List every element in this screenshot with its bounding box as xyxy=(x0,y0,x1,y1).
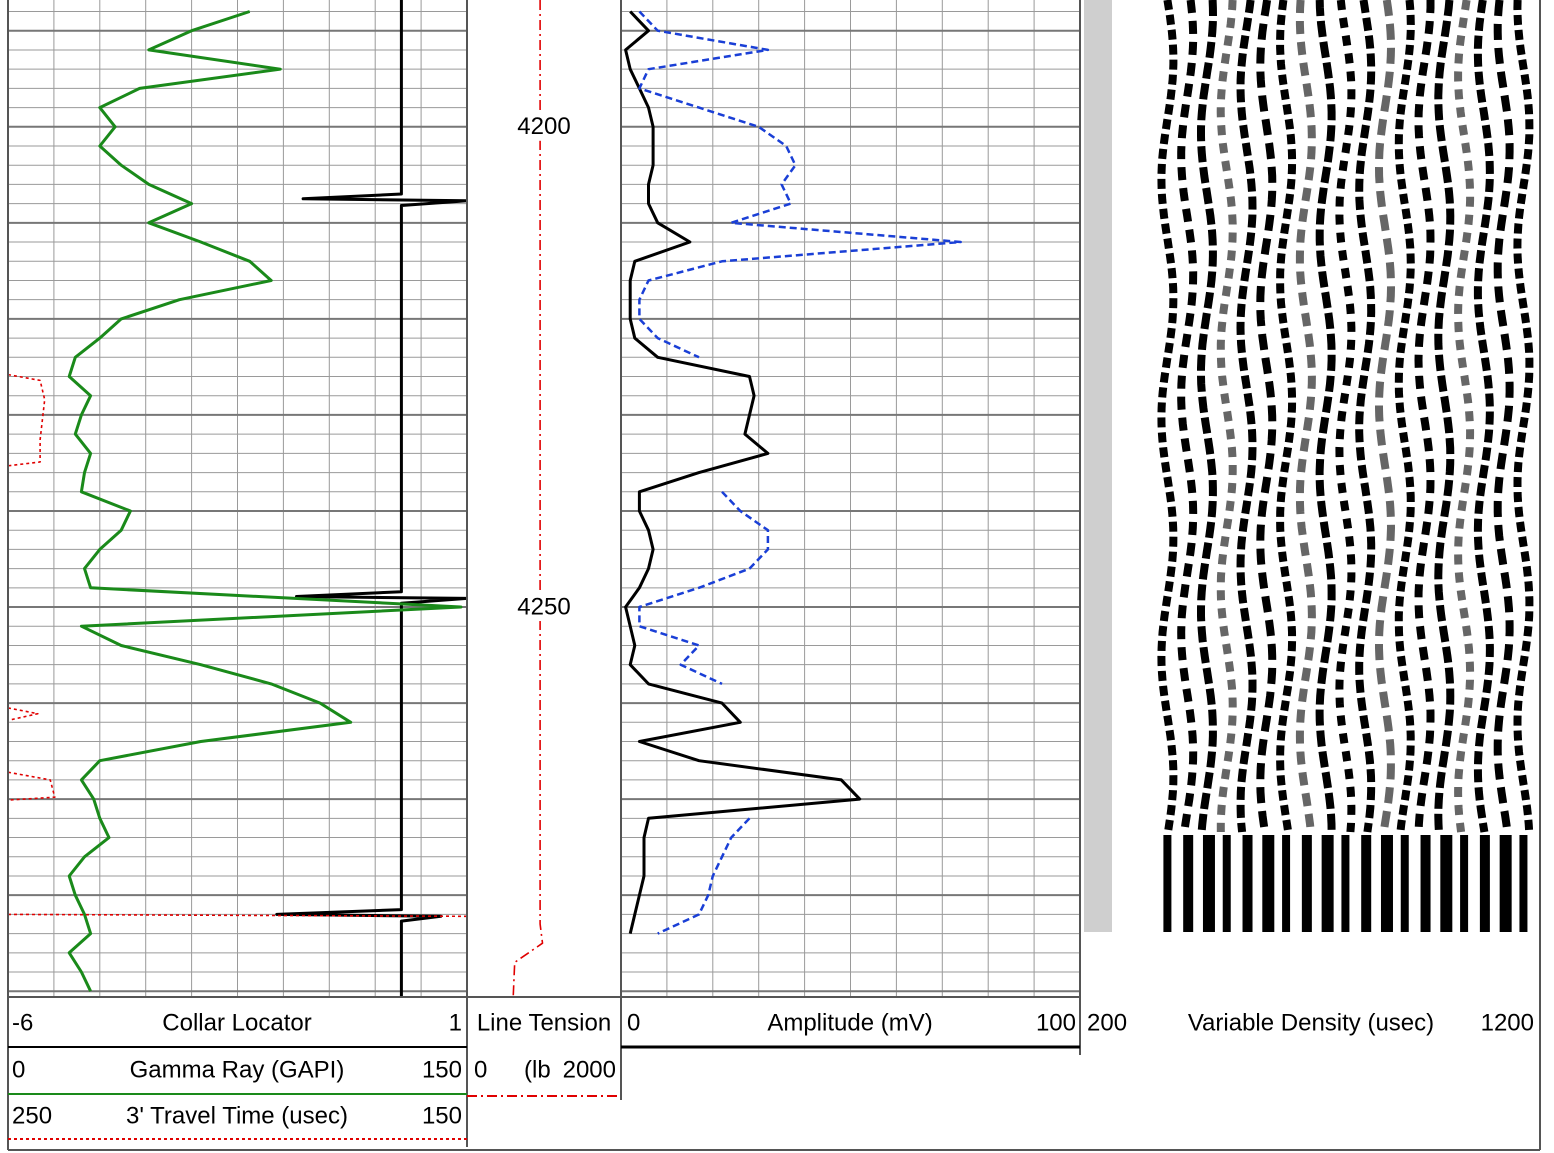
vdl-stripe xyxy=(1414,0,1435,833)
scale-max: 2000 xyxy=(563,1056,616,1083)
vdl-stripe xyxy=(1513,0,1534,833)
depth-label: 4200 xyxy=(517,113,570,140)
vdl-stripe xyxy=(1374,0,1396,833)
log-curve xyxy=(624,10,862,934)
vdl-bar xyxy=(1183,835,1194,932)
vdl-stripe xyxy=(1493,0,1514,833)
vdl-stripe xyxy=(1197,0,1218,833)
vdl-bar xyxy=(1282,835,1291,932)
variable-density-image xyxy=(1084,0,1534,932)
scale-min: 200 xyxy=(1087,1009,1127,1036)
curve-name: Collar Locator xyxy=(162,1009,311,1036)
vdl-bar xyxy=(1380,835,1393,932)
vdl-stripe xyxy=(1295,0,1316,833)
vdl-bar xyxy=(1222,835,1231,932)
curves xyxy=(8,0,962,998)
vdl-stripe xyxy=(1335,0,1356,833)
scale-max: 150 xyxy=(422,1056,462,1083)
depth-label-bg xyxy=(513,112,575,141)
scale-max: 150 xyxy=(422,1102,462,1129)
vdl-stripe xyxy=(1256,0,1277,833)
unit: (lb xyxy=(524,1056,551,1083)
vdl-stripe xyxy=(1355,0,1376,833)
vdl-bar xyxy=(1321,835,1334,932)
vdl-bar xyxy=(1499,835,1512,932)
vdl-bar xyxy=(1361,835,1372,932)
log-curve xyxy=(512,0,544,998)
vdl-stripe xyxy=(1177,0,1198,833)
scale-max: 1200 xyxy=(1481,1009,1534,1036)
headers: -6 Collar Locator 1 0 Gamma Ray (GAPI) 1… xyxy=(12,1009,1534,1129)
log-curve xyxy=(275,0,467,997)
vdl-bar xyxy=(1519,835,1528,932)
log-curve xyxy=(8,373,467,918)
vdl-stripe xyxy=(1473,0,1494,833)
vdl-bar xyxy=(1163,835,1172,932)
vdl-bar xyxy=(1440,835,1453,932)
depth-label-bg xyxy=(513,593,575,622)
curve-name: Line Tension xyxy=(477,1009,611,1036)
vdl-background-band xyxy=(1084,0,1112,932)
curve-name: Variable Density (usec) xyxy=(1188,1009,1434,1036)
vdl-bar xyxy=(1400,835,1409,932)
scale-min: 0 xyxy=(474,1056,487,1083)
vdl-stripe xyxy=(1454,0,1475,833)
depth-label: 4250 xyxy=(517,593,570,620)
scale-max: 100 xyxy=(1036,1009,1076,1036)
vdl-bar xyxy=(1242,835,1253,932)
vdl-stripe xyxy=(1394,0,1415,833)
vdl-stripe xyxy=(1434,0,1455,833)
vdl-bar xyxy=(1460,835,1469,932)
curve-name: Amplitude (mV) xyxy=(767,1009,932,1036)
scale-max: 1 xyxy=(449,1009,462,1036)
grid xyxy=(8,0,1080,997)
frame xyxy=(7,0,1541,1151)
scale-min: 250 xyxy=(12,1102,52,1129)
curve-name: Gamma Ray (GAPI) xyxy=(130,1056,345,1083)
vdl-stripe xyxy=(1216,0,1237,832)
scale-min: -6 xyxy=(12,1009,33,1036)
vdl-bar xyxy=(1262,835,1275,932)
vdl-bar xyxy=(1479,835,1490,932)
log-curve xyxy=(67,10,463,992)
vdl-stripe xyxy=(1315,0,1336,833)
vdl-stripe xyxy=(1236,0,1257,833)
scale-min: 0 xyxy=(627,1009,640,1036)
vdl-bar xyxy=(1301,835,1312,932)
vdl-bar xyxy=(1420,835,1431,932)
vdl-stripe xyxy=(1157,0,1178,833)
vdl-bar xyxy=(1341,835,1350,932)
scale-min: 0 xyxy=(12,1056,25,1083)
log-curve xyxy=(638,10,962,935)
vdl-bar xyxy=(1202,835,1215,932)
curve-name: 3' Travel Time (usec) xyxy=(126,1102,348,1129)
vdl-stripe xyxy=(1276,0,1297,833)
